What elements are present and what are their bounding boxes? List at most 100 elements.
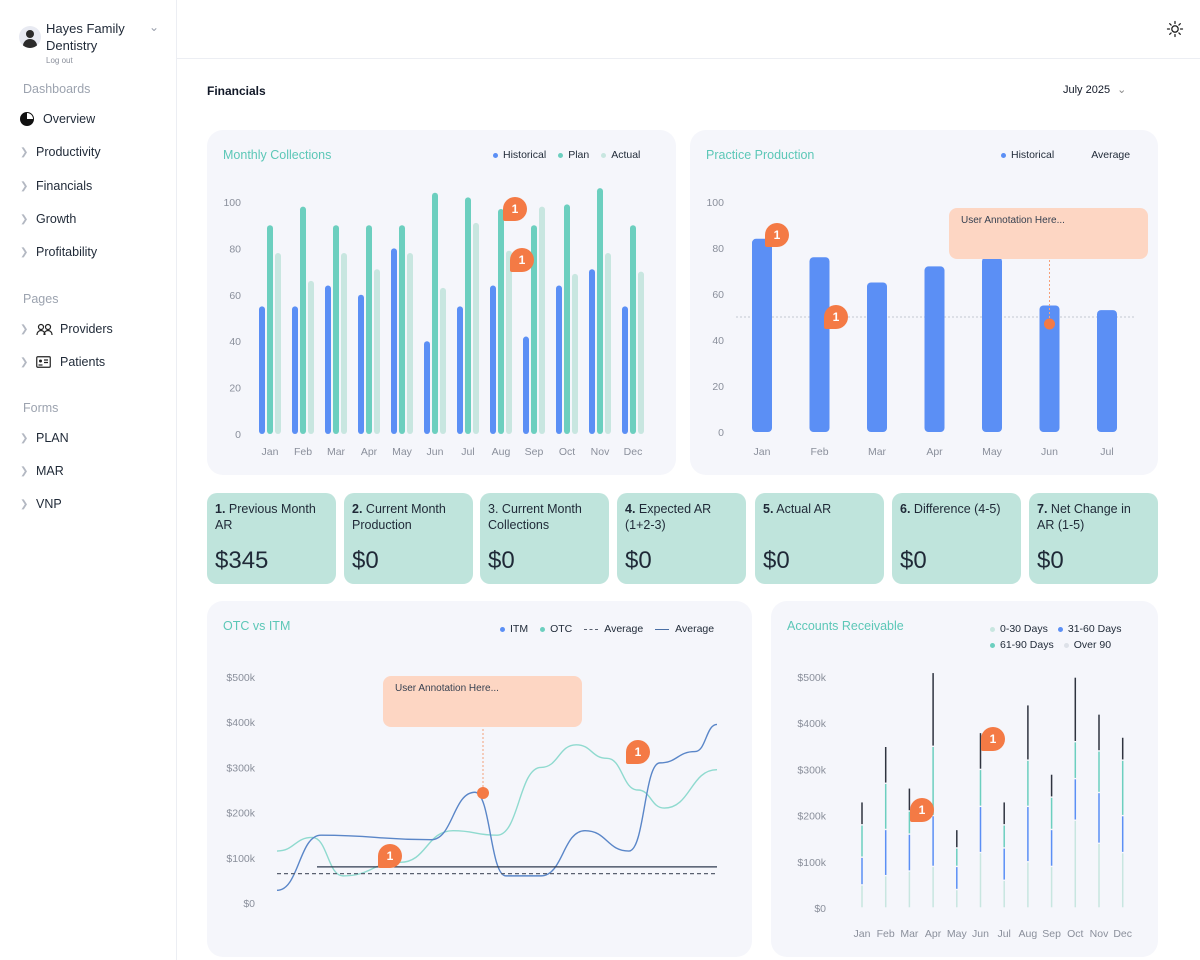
sidebar-item-financials[interactable]: ❯ Financials bbox=[20, 174, 170, 198]
x-tick-label: Mar bbox=[868, 446, 887, 458]
bar-plan bbox=[597, 188, 603, 434]
chevron-right-icon: ❯ bbox=[20, 146, 29, 158]
kpi-value: $0 bbox=[625, 547, 652, 574]
bar-segment-0-30-days bbox=[1098, 844, 1100, 908]
bar-segment-0-30-days bbox=[932, 867, 934, 908]
bar-segment-31-60-days bbox=[1003, 848, 1005, 880]
pie-chart-icon bbox=[20, 112, 42, 126]
annotation-pin[interactable]: 1 bbox=[510, 248, 534, 272]
kpi-value: $0 bbox=[488, 547, 515, 574]
sidebar-item-growth[interactable]: ❯ Growth bbox=[20, 207, 170, 231]
kpi-value: $345 bbox=[215, 547, 269, 574]
sidebar-item-providers[interactable]: ❯ Providers bbox=[20, 317, 170, 341]
accounts-receivable-chart: $0 $100k $200k $300k $400k $500k Jan Feb Mar Apr M… bbox=[797, 672, 1132, 940]
bar-segment-61-90-days bbox=[979, 770, 982, 806]
page-title: Financials bbox=[207, 84, 266, 98]
x-tick-label: Jan bbox=[754, 446, 771, 458]
kpi-current-month-collections: 3. Current Month Collections $0 bbox=[480, 493, 609, 584]
bar-historical bbox=[867, 282, 887, 432]
bar-segment-31-60-days bbox=[884, 830, 887, 875]
bar-plan bbox=[498, 208, 504, 434]
chart-legend: Historical Plan Actual bbox=[493, 149, 640, 161]
kpi-previous-month-ar: 1. Previous Month AR $345 bbox=[207, 493, 336, 584]
sidebar-item-plan[interactable]: ❯ PLAN bbox=[20, 426, 170, 450]
card-title: Practice Production bbox=[706, 148, 815, 162]
month-selector-label: July 2025 bbox=[1063, 84, 1111, 96]
annotation-pin[interactable]: 1 bbox=[910, 798, 934, 822]
y-tick-label: $200k bbox=[226, 808, 255, 820]
kpi-value: $0 bbox=[900, 547, 927, 574]
kpi-difference: 6. Difference (4-5) $0 bbox=[892, 493, 1021, 584]
x-tick-label: Feb bbox=[810, 446, 828, 458]
bar-segment-over-90 bbox=[932, 673, 934, 746]
annotation-pin[interactable]: 1 bbox=[378, 844, 402, 868]
kpi-value: $0 bbox=[352, 547, 379, 574]
y-tick-label: 0 bbox=[235, 429, 241, 441]
bar-plan bbox=[366, 225, 372, 434]
month-selector[interactable]: July 2025 ⌄ bbox=[1063, 83, 1126, 96]
kpi-number: 1. bbox=[215, 502, 226, 516]
sidebar-item-label: Growth bbox=[36, 212, 77, 226]
sidebar-item-mar[interactable]: ❯ MAR bbox=[20, 459, 170, 483]
annotation-pin[interactable]: 1 bbox=[626, 740, 650, 764]
card-title: OTC vs ITM bbox=[223, 619, 291, 633]
sidebar-item-overview[interactable]: Overview bbox=[20, 107, 170, 131]
x-tick-label: Jun bbox=[972, 928, 989, 940]
bar-plan bbox=[564, 204, 570, 434]
x-tick-label: Feb bbox=[294, 446, 312, 458]
bar-segment-over-90 bbox=[979, 733, 982, 769]
kpi-label: Current Month Production bbox=[352, 502, 446, 532]
y-tick-label: 60 bbox=[712, 289, 724, 301]
y-tick-label: $0 bbox=[814, 903, 826, 915]
kpi-number: 2. bbox=[352, 502, 363, 516]
y-tick-label: 80 bbox=[712, 243, 724, 255]
y-tick-label: 100 bbox=[706, 197, 724, 209]
bar-historical bbox=[391, 248, 397, 434]
annotation-pin[interactable]: 1 bbox=[765, 223, 789, 247]
bar-actual bbox=[539, 206, 545, 434]
sun-icon[interactable] bbox=[1166, 20, 1184, 38]
bar-historical bbox=[589, 269, 595, 434]
practice-production-chart: 0 20 40 60 80 100 Jan Feb Mar Apr May Jun Jul bbox=[706, 197, 1136, 458]
annotation-pin[interactable]: 1 bbox=[824, 305, 848, 329]
bar-actual bbox=[275, 253, 281, 434]
chart-legend: Historical Average bbox=[1001, 149, 1130, 161]
bar-historical bbox=[490, 285, 496, 434]
sidebar-item-vnp[interactable]: ❯ VNP bbox=[20, 492, 170, 516]
x-tick-label: Sep bbox=[1042, 928, 1061, 940]
annotation-box[interactable]: User Annotation Here... bbox=[383, 676, 582, 727]
chevron-right-icon: ❯ bbox=[20, 323, 29, 335]
x-tick-label: Feb bbox=[877, 928, 895, 940]
sidebar-item-productivity[interactable]: ❯ Productivity bbox=[20, 140, 170, 164]
x-tick-label: Aug bbox=[492, 446, 511, 458]
annotation-box[interactable]: User Annotation Here... bbox=[949, 208, 1148, 259]
bar-segment-31-60-days bbox=[1121, 816, 1124, 852]
bar-actual bbox=[440, 287, 446, 434]
practice-production-card: Practice Production Historical Average 0… bbox=[690, 130, 1158, 475]
logout-link[interactable]: Log out bbox=[46, 56, 73, 65]
bar-segment-61-90-days bbox=[1074, 742, 1077, 778]
kpi-number: 3. bbox=[488, 502, 499, 516]
bar-segment-31-60-days bbox=[956, 867, 958, 889]
y-tick-label: $200k bbox=[797, 811, 826, 823]
x-tick-label: Dec bbox=[624, 446, 643, 458]
kpi-number: 5. bbox=[763, 502, 774, 516]
sidebar-item-profitability[interactable]: ❯ Profitability bbox=[20, 240, 170, 264]
x-tick-label: Oct bbox=[559, 446, 575, 458]
bar-segment-over-90 bbox=[884, 747, 887, 783]
chevron-down-icon[interactable]: ⌄ bbox=[149, 20, 160, 34]
bar-historical bbox=[809, 257, 830, 432]
y-tick-label: 0 bbox=[718, 427, 724, 439]
bar-segment-61-90-days bbox=[932, 747, 934, 815]
annotation-pin[interactable]: 1 bbox=[981, 727, 1005, 751]
bar-historical bbox=[924, 266, 945, 432]
y-tick-label: 60 bbox=[229, 290, 241, 302]
line-itm bbox=[276, 723, 718, 892]
bar-segment-31-60-days bbox=[908, 834, 911, 871]
sidebar-item-patients[interactable]: ❯ Patients bbox=[20, 350, 170, 374]
bar-plan bbox=[399, 225, 405, 434]
bar-segment-0-30-days bbox=[979, 853, 982, 908]
annotation-pin[interactable]: 1 bbox=[503, 197, 527, 221]
kpi-label: Expected AR (1+2-3) bbox=[625, 502, 712, 532]
kpi-current-month-production: 2. Current Month Production $0 bbox=[344, 493, 473, 584]
